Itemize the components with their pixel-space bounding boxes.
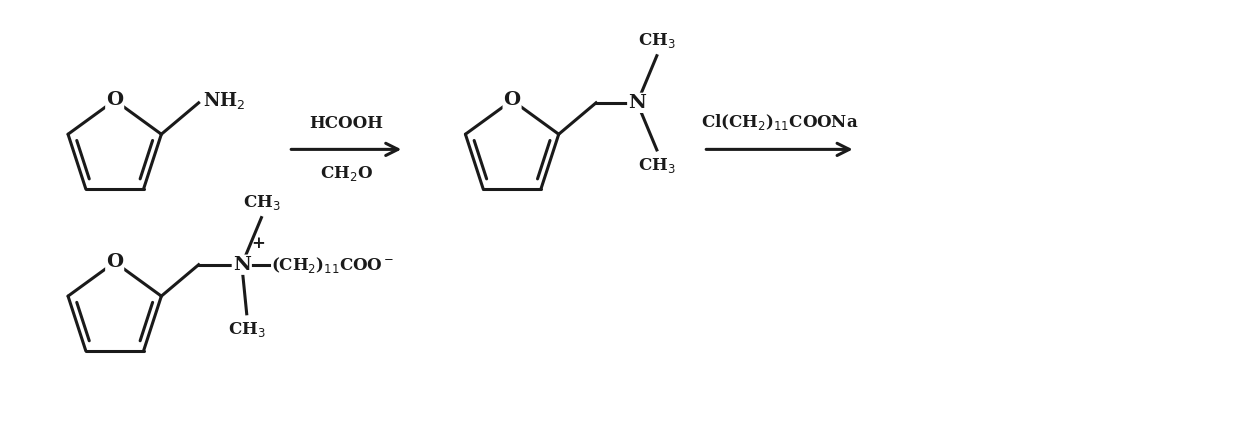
Text: (CH$_2$)$_{11}$COO$^-$: (CH$_2$)$_{11}$COO$^-$ <box>272 255 394 275</box>
Text: N: N <box>233 256 250 274</box>
Text: CH$_3$: CH$_3$ <box>639 156 676 175</box>
Text: CH$_2$O: CH$_2$O <box>320 164 373 183</box>
Text: Cl(CH$_2$)$_{11}$COONa: Cl(CH$_2$)$_{11}$COONa <box>701 112 858 132</box>
Text: CH$_3$: CH$_3$ <box>228 320 265 338</box>
Text: NH$_2$: NH$_2$ <box>202 90 246 111</box>
Text: O: O <box>107 91 123 109</box>
Text: O: O <box>503 91 521 109</box>
Text: CH$_3$: CH$_3$ <box>639 31 676 50</box>
Text: CH$_3$: CH$_3$ <box>243 193 280 212</box>
Text: HCOOH: HCOOH <box>309 115 383 132</box>
Text: O: O <box>107 253 123 271</box>
Text: +: + <box>252 235 265 252</box>
Text: N: N <box>629 94 646 112</box>
